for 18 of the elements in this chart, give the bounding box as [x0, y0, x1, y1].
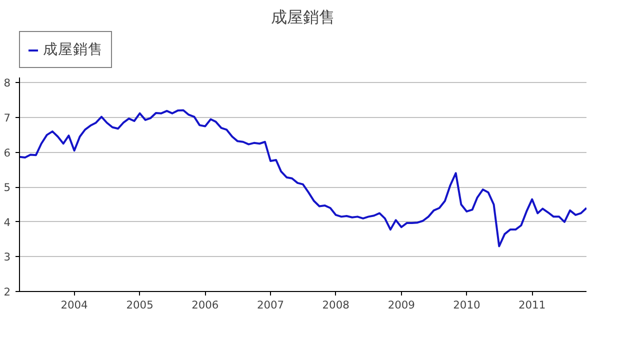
y-tick-label: 6	[4, 146, 11, 160]
legend-label: 成屋銷售	[43, 40, 103, 59]
y-tick-label: 5	[4, 181, 10, 194]
x-tick-label: 2008	[322, 298, 350, 312]
chart-title: 成屋銷售	[271, 8, 335, 26]
y-tick-label: 4	[4, 216, 11, 229]
x-tick-label: 2004	[60, 298, 88, 312]
x-tick-label: 2006	[192, 298, 219, 312]
y-tick-label: 8	[4, 76, 11, 90]
x-tick-label: 2011	[518, 298, 546, 312]
line-series	[20, 109, 586, 248]
x-tick-label: 2009	[388, 298, 416, 312]
x-tick-label: 2010	[453, 298, 481, 312]
y-tick-label: 2	[4, 286, 10, 298]
x-tick-label: 2005	[126, 298, 154, 312]
x-tick-label: 2007	[256, 298, 284, 312]
y-tick-label: 7	[4, 112, 10, 125]
y-tick-label: 3	[4, 250, 10, 264]
